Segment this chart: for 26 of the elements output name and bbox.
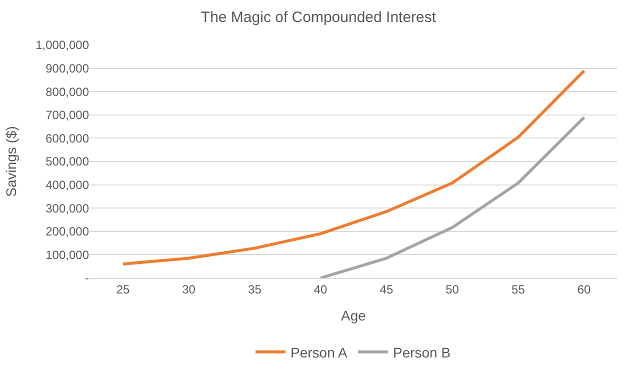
y-tick-label: 900,000 — [46, 62, 90, 76]
line-series — [319, 116, 586, 278]
y-tick-label: 600,000 — [46, 131, 90, 146]
y-tick-label: 400,000 — [46, 178, 90, 192]
chart-title: The Magic of Compounded Interest — [200, 8, 437, 26]
x-tick-label: 40 — [314, 282, 328, 296]
x-tick-label: 45 — [380, 282, 394, 296]
legend-label: Person A — [290, 344, 348, 360]
x-tick-label: 25 — [116, 282, 130, 296]
x-tick-label: 50 — [446, 282, 460, 296]
y-tick-label: 700,000 — [46, 108, 90, 122]
y-tick-label: 800,000 — [46, 84, 90, 99]
y-tick-label: - — [85, 271, 89, 286]
x-tick-label: 55 — [512, 282, 526, 296]
y-tick-label: 200,000 — [46, 224, 90, 239]
legend-label: Person B — [392, 344, 451, 360]
y-tick-label: 100,000 — [46, 248, 90, 262]
y-axis-title: Savings ($) — [3, 126, 20, 197]
x-tick-label: 35 — [248, 282, 262, 296]
y-tick-label: 1,000,000 — [36, 38, 90, 52]
x-tick-label: 30 — [182, 282, 196, 296]
y-tick-label: 500,000 — [46, 154, 90, 169]
x-tick-label: 60 — [577, 282, 592, 296]
x-axis-title: Age — [341, 308, 366, 324]
y-tick-label: 300,000 — [46, 201, 90, 216]
line-series — [121, 69, 586, 266]
